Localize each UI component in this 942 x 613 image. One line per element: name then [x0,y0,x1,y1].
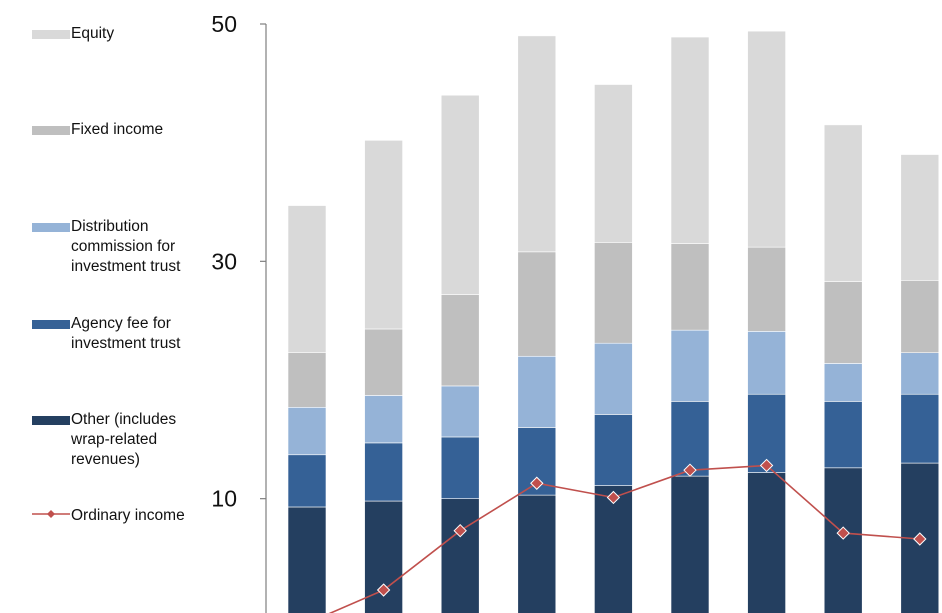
line-marker [759,458,774,473]
legend-item-distribution-commission: Distribution commission for investment t… [32,217,180,277]
bar-segment [823,124,863,282]
bar-segment [364,328,403,396]
bar-segment [747,30,786,248]
bar-segment [517,35,557,253]
bar-segment [517,251,557,357]
legend-item-equity: Equity [32,24,114,44]
bar-segment [900,154,940,281]
legend-label-distribution-commission: Distribution commission for investment t… [71,218,181,275]
bar-segment [287,406,327,456]
legend-line-sample [32,510,70,518]
bar-segment [364,442,403,502]
y-tick-label: 10 [211,486,237,512]
legend-item-fixed-income: Fixed income [32,120,163,140]
legend-label-ordinary-income: Ordinary income [71,507,185,524]
line-marker [836,526,850,540]
legend-label-other: Other (includes wrap-related revenues) [71,411,177,468]
bar-segment [594,242,633,344]
line-marker [530,476,544,490]
bar-segment [594,414,633,486]
line-marker [913,532,927,546]
legend-item-ordinary-income: Ordinary income [32,506,185,526]
bar-segment [747,246,786,332]
bar-segment [364,139,403,330]
legend-swatch-equity [32,30,70,39]
bar-segment [287,352,327,408]
bar-segment [670,475,710,613]
legend-swatch-agency-fee [32,320,70,329]
y-axis: 10 30 50 [211,11,267,613]
legend-label-equity: Equity [71,25,115,42]
bar-segment [517,355,557,428]
bar-segment [747,472,786,613]
line-marker [376,583,391,597]
bar-segment [670,243,710,331]
legend-item-agency-fee: Agency fee for investment trust [32,314,180,354]
bar-segment [287,506,327,613]
ordinary-income-line [328,458,927,613]
bar-segment [594,84,633,243]
bar-segment [440,294,480,387]
bar-segment [440,385,480,438]
bar-segment [287,454,327,508]
y-tick-label: 50 [211,11,237,37]
line-marker [606,490,621,505]
line-marker [453,523,467,538]
chart-legend: Equity Fixed income Distribution commiss… [0,0,230,613]
legend-swatch-fixed-income [32,126,70,135]
bar-segment [670,329,710,402]
bar-segment [440,436,480,499]
bar-segment [287,205,327,354]
bar-segment [823,281,863,364]
bars [287,30,940,613]
bar-segment [747,331,786,395]
bar-segment [823,401,863,469]
bar-segment [900,352,940,395]
bar-segment [823,363,863,402]
bar-segment [440,498,480,613]
legend-label-fixed-income: Fixed income [71,121,164,138]
bar-segment [594,485,633,613]
legend-item-other: Other (includes wrap-related revenues) [32,410,176,470]
bar-segment [440,94,480,295]
bar-segment [900,393,940,464]
legend-swatch-other [32,416,70,425]
legend-label-agency-fee: Agency fee for investment trust [71,315,181,352]
line-marker [683,463,697,477]
bar-segment [900,280,940,354]
bar-segment [594,342,633,415]
legend-swatch-distribution-commission [32,223,70,232]
y-tick-label: 30 [211,248,237,274]
bar-segment [670,36,710,244]
bar-segment [517,494,557,613]
bar-segment [364,395,403,444]
bar-segment [823,467,863,613]
